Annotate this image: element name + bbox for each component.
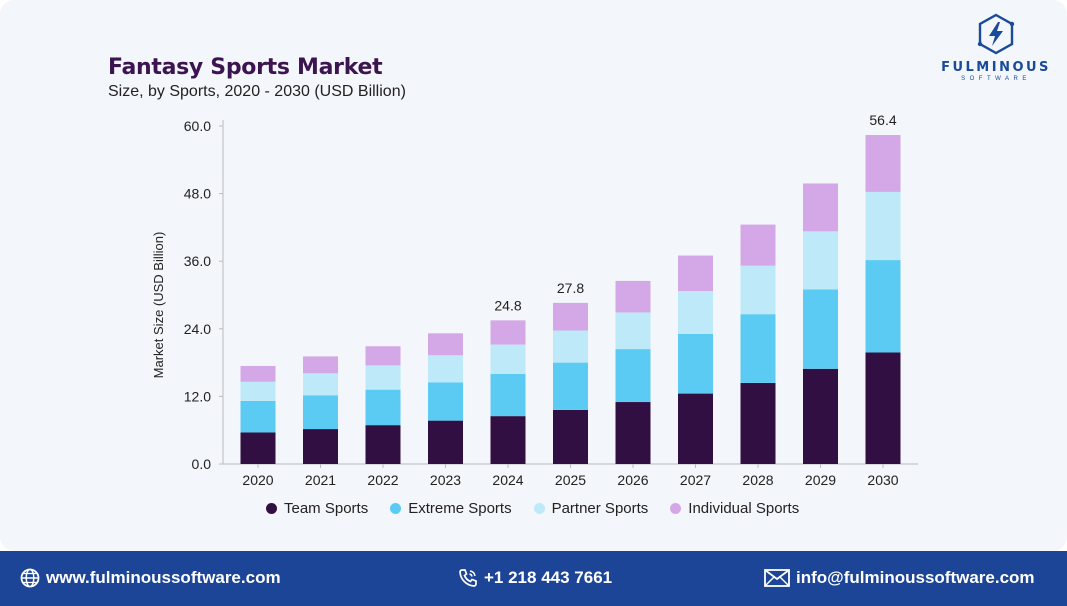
- bar-segment: [428, 420, 463, 464]
- bar-segment: [740, 314, 776, 383]
- legend-label: Partner Sports: [551, 499, 649, 517]
- brand-name: FULMINOUS: [941, 60, 1051, 75]
- chart-subtitle: Size, by Sports, 2020 - 2030 (USD Billio…: [108, 83, 406, 100]
- bar-segment: [615, 312, 651, 350]
- chart-title: Fantasy Sports Market: [108, 55, 383, 80]
- legend-swatch: [266, 502, 277, 514]
- envelope-icon: [764, 569, 790, 587]
- bar-segment: [740, 224, 776, 266]
- bar-segment: [803, 183, 838, 232]
- bar-segment: [615, 280, 651, 313]
- bar-segment: [803, 289, 838, 369]
- bar-segment: [490, 416, 526, 464]
- footer-email[interactable]: info@fulminoussoftware.com: [764, 568, 1035, 588]
- bar-segment: [365, 346, 401, 366]
- x-tick-label: 2020: [242, 472, 273, 488]
- bar-segment: [865, 260, 901, 353]
- y-tick-label: 24.0: [184, 321, 211, 337]
- bar-segment: [428, 355, 463, 383]
- footer-website[interactable]: www.fulminoussoftware.com: [20, 568, 281, 588]
- total-value-label: 27.8: [557, 280, 584, 296]
- bar-segment: [303, 395, 338, 430]
- bar-segment: [553, 302, 588, 331]
- stacked-bar-chart: 0.0 12.0 24.0 36.0 48.0 60.0 Market Size (USD …: [151, 112, 918, 488]
- bar-segment: [428, 333, 463, 356]
- bar-segment: [553, 362, 588, 410]
- bar-segment: [678, 393, 713, 464]
- bar-segment: [428, 382, 463, 421]
- bar-segment: [303, 356, 338, 374]
- legend-item: Extreme Sports: [390, 499, 512, 517]
- legend-swatch: [670, 502, 682, 514]
- bolt-hexagon-icon: [977, 13, 1015, 55]
- bar-segment: [803, 368, 838, 464]
- bar-segment: [553, 409, 588, 464]
- legend-swatch: [533, 502, 545, 514]
- bar-segment: [678, 255, 713, 292]
- footer-bar: www.fulminoussoftware.com +1 218 443 766…: [0, 551, 1067, 606]
- y-tick-label: 36.0: [184, 253, 211, 269]
- bar-segment: [865, 191, 901, 261]
- x-tick-label: 2023: [430, 472, 461, 488]
- bar-segment: [490, 373, 526, 417]
- bar-segment: [678, 291, 713, 334]
- legend-label: Team Sports: [284, 499, 369, 517]
- y-tick-label: 60.0: [184, 118, 211, 134]
- y-axis-title: Market Size (USD Billion): [151, 232, 166, 379]
- x-tick-label: 2021: [305, 472, 336, 488]
- footer-phone[interactable]: +1 218 443 7661: [458, 568, 612, 588]
- x-tick-label: 2022: [367, 472, 398, 488]
- legend-label: Extreme Sports: [408, 499, 512, 517]
- phone-icon: [459, 569, 477, 587]
- legend-label: Individual Sports: [688, 499, 800, 517]
- bar-segment: [240, 432, 276, 464]
- legend-item: Team Sports: [266, 500, 368, 517]
- bar-segment: [615, 349, 651, 403]
- y-tick-label: 12.0: [184, 388, 211, 404]
- bar-segment: [803, 231, 838, 290]
- bar-segment: [615, 402, 651, 464]
- bar-segment: [865, 352, 901, 464]
- bar-segment: [365, 425, 401, 464]
- bar-segment: [490, 344, 526, 374]
- bar-segment: [740, 265, 776, 315]
- total-value-label: 56.4: [869, 112, 896, 128]
- bar-segment: [365, 365, 401, 390]
- total-value-label: 24.8: [494, 297, 521, 313]
- bar-segment: [240, 365, 276, 382]
- website-text: www.fulminoussoftware.com: [46, 568, 281, 587]
- bar-segment: [365, 389, 401, 426]
- brand-logo: FULMINOUS SOFTWARE: [940, 12, 1052, 87]
- x-tick-label: 2029: [805, 472, 836, 488]
- y-tick-label: 0.0: [192, 456, 212, 472]
- x-tick-label: 2027: [680, 472, 711, 488]
- y-tick-label: 48.0: [184, 186, 211, 202]
- chart-legend: Team Sports Extreme Sports Partner Sports I…: [266, 498, 821, 518]
- x-tick-label: 2028: [742, 472, 773, 488]
- x-tick-label: 2025: [555, 472, 586, 488]
- bar-segment: [240, 381, 276, 401]
- x-tick-label: 2030: [867, 472, 898, 488]
- bar-segment: [240, 400, 276, 433]
- legend-item: Individual Sports: [670, 500, 799, 517]
- bar-segment: [303, 429, 338, 464]
- bar-segment: [865, 135, 901, 192]
- x-tick-label: 2024: [492, 472, 523, 488]
- bar-segment: [553, 330, 588, 363]
- legend-item: Partner Sports: [533, 499, 649, 517]
- x-tick-label: 2026: [617, 472, 648, 488]
- phone-text: +1 218 443 7661: [484, 568, 613, 587]
- bar-segment: [678, 333, 713, 394]
- bar-segment: [740, 382, 776, 464]
- globe-icon: [20, 568, 40, 588]
- brand-sub: SOFTWARE: [961, 76, 1031, 82]
- legend-swatch: [390, 502, 402, 514]
- bar-segment: [303, 373, 338, 396]
- bar-segment: [490, 320, 526, 345]
- email-text: info@fulminoussoftware.com: [796, 568, 1035, 587]
